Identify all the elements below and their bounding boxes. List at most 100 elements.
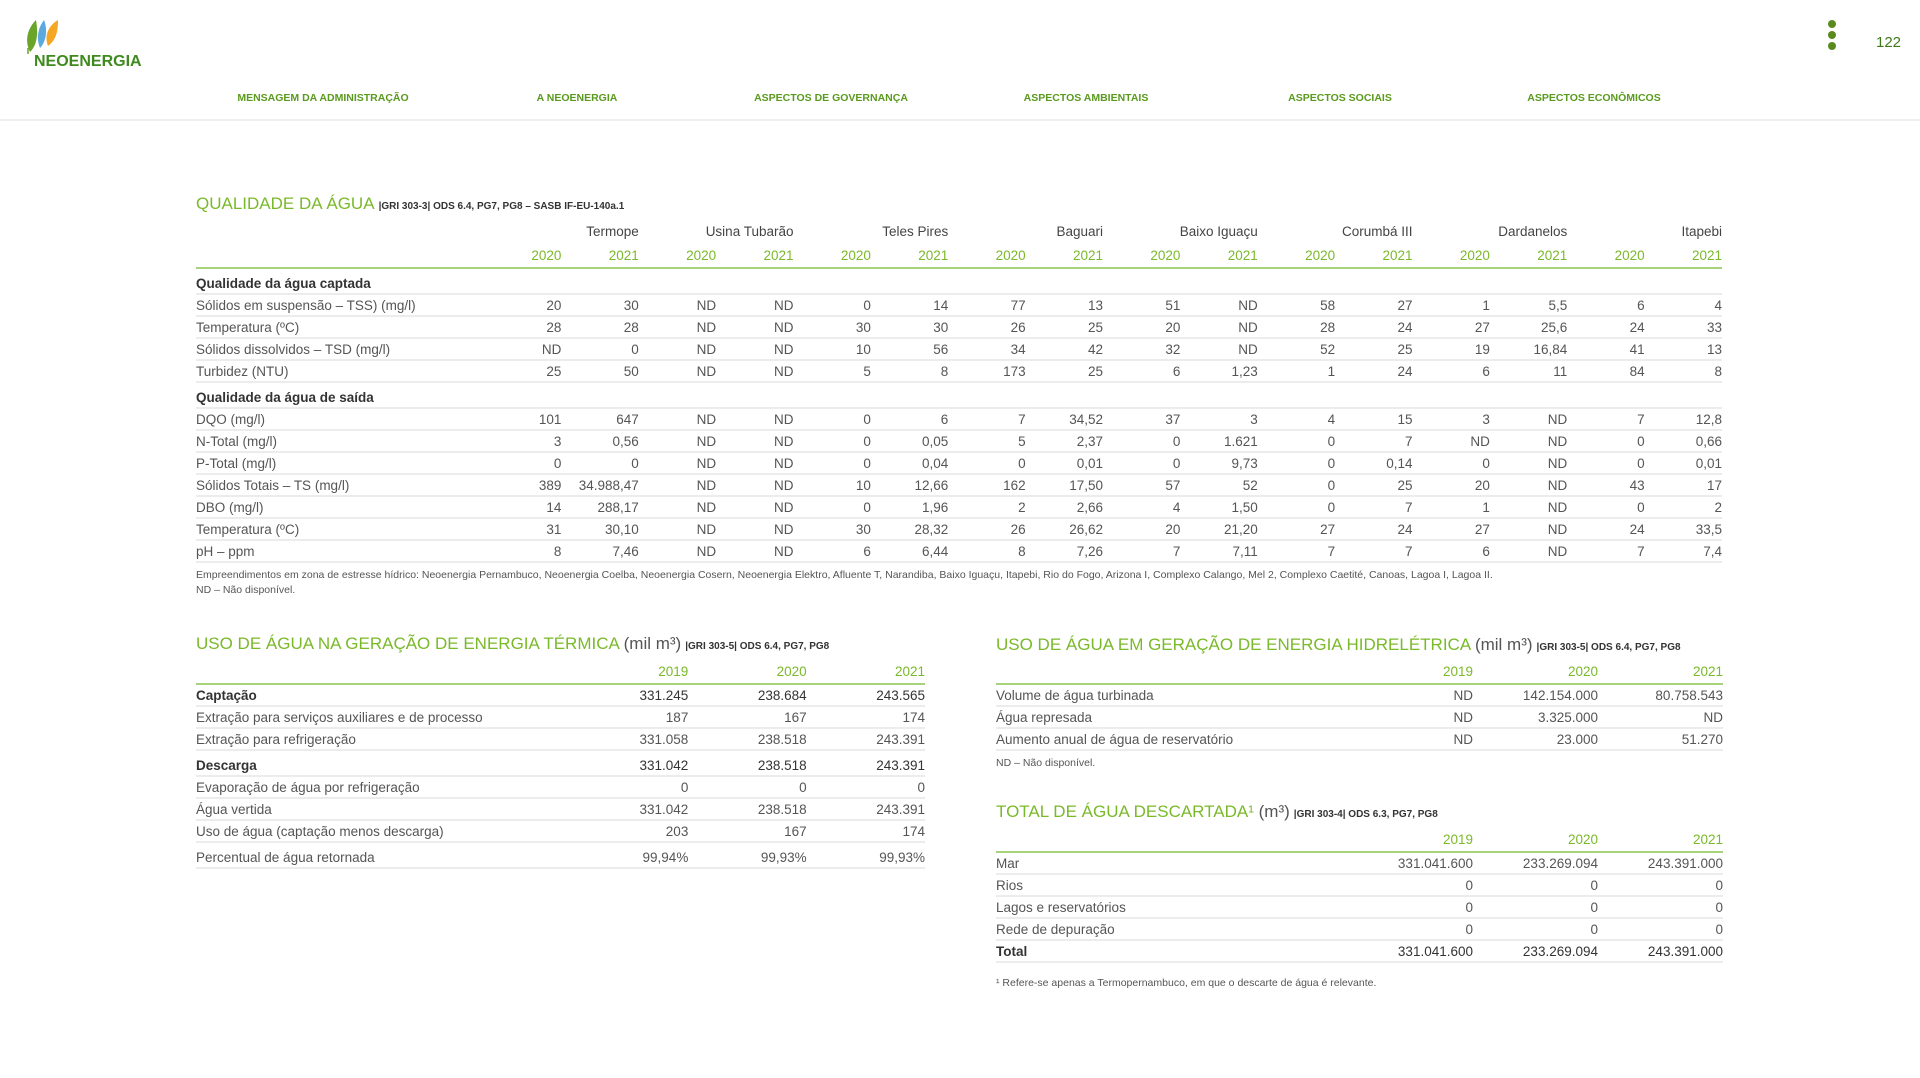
- row-value: 7: [1335, 430, 1413, 453]
- title-text: QUALIDADE DA ÁGUA: [196, 194, 375, 213]
- nav-governanca[interactable]: ASPECTOS DE GOVERNANÇA: [754, 92, 908, 104]
- row-value: 27: [1257, 518, 1336, 541]
- year-header: 2020: [484, 244, 562, 269]
- row-value: 0,01: [1025, 452, 1104, 475]
- row-value: ND: [638, 294, 717, 317]
- row-value: 25: [1025, 360, 1104, 383]
- title-text: TOTAL DE ÁGUA DESCARTADA¹: [996, 802, 1254, 821]
- year-header: 2021: [1335, 244, 1413, 269]
- row-value: 52: [1180, 474, 1258, 497]
- row-value: 243.391: [806, 728, 925, 751]
- row-value: 51: [1103, 294, 1181, 317]
- row-value: 7: [1567, 540, 1645, 563]
- table-row: Total 331.041.600 233.269.094 243.391.000: [996, 940, 1723, 963]
- nav-sociais[interactable]: ASPECTOS SOCIAIS: [1288, 92, 1392, 104]
- header-blank: [196, 244, 484, 269]
- title-refs: |GRI 303-5| ODS 6.4, PG7, PG8: [1536, 642, 1681, 653]
- row-value: 0: [1598, 918, 1723, 941]
- row-value: 6: [870, 408, 949, 431]
- row-value: 0: [1473, 918, 1598, 941]
- top-header: NEOENERGIA MENSAGEM DA ADMINISTRAÇÃO A N…: [0, 0, 1920, 121]
- row-value: 5,5: [1489, 294, 1568, 317]
- row-value: 0,14: [1335, 452, 1413, 475]
- row-value: 233.269.094: [1473, 852, 1598, 875]
- row-value: 20: [484, 294, 562, 317]
- title-unit: (mil m³): [1474, 635, 1533, 654]
- row-value: 34: [948, 338, 1026, 361]
- row-value: 0: [1598, 874, 1723, 897]
- row-value: 243.391: [806, 798, 925, 821]
- row-value: ND: [1180, 294, 1258, 317]
- row-value: ND: [638, 518, 717, 541]
- row-label: DQO (mg/l): [196, 408, 484, 431]
- row-value: 8: [870, 360, 949, 383]
- row-value: 1: [1412, 496, 1490, 519]
- row-value: 0: [1257, 496, 1336, 519]
- discharged-title: TOTAL DE ÁGUA DESCARTADA¹ (m³) |GRI 303-4…: [996, 802, 1438, 822]
- year-header-row: 2019 2020 2021: [996, 660, 1723, 685]
- nav-ambientais[interactable]: ASPECTOS AMBIENTAIS: [1023, 92, 1149, 104]
- row-value: 0: [1348, 896, 1473, 919]
- row-value: 0: [1348, 918, 1473, 941]
- plant-name: Dardanelos: [1498, 223, 1568, 239]
- nav-mensagem[interactable]: MENSAGEM DA ADMINISTRAÇÃO: [237, 92, 409, 104]
- row-value: ND: [1489, 408, 1568, 431]
- row-value: 331.245: [570, 684, 689, 707]
- table-row: P-Total (mg/l) 0 0 ND ND 0 0,04 0 0,01 0 9,73 0 0,14…: [196, 452, 1723, 475]
- row-value: ND: [638, 316, 717, 339]
- row-value: 8: [484, 540, 562, 563]
- row-value: ND: [638, 496, 717, 519]
- note-stress: Empreendimentos em zona de estresse hídr…: [196, 569, 1493, 581]
- row-value: 331.042: [570, 798, 689, 821]
- row-value: 23.000: [1473, 728, 1598, 751]
- row-value: 0: [484, 452, 562, 475]
- year-header-row: 2019 2020 2021: [996, 828, 1723, 853]
- plant-name: Itapebi: [1681, 223, 1723, 239]
- row-value: ND: [1598, 706, 1723, 729]
- nav-a-neoenergia[interactable]: A NEOENERGIA: [536, 92, 618, 104]
- row-value: 7: [1335, 540, 1413, 563]
- more-menu-icon[interactable]: [1826, 20, 1838, 56]
- row-value: 37: [1103, 408, 1181, 431]
- row-value: 26,62: [1025, 518, 1104, 541]
- row-value: 8: [1644, 360, 1723, 383]
- table-row: Temperatura (ºC) 31 30,10 ND ND 30 28,32 26 26,6…: [196, 518, 1723, 541]
- year-header: 2021: [806, 660, 925, 685]
- row-value: 238.518: [688, 798, 807, 821]
- table-row: Captação 331.245 238.684 243.565: [196, 684, 925, 707]
- title-refs: |GRI 303-3| ODS 6.4, PG7, PG8 – SASB IF-…: [378, 201, 625, 212]
- row-value: 21,20: [1180, 518, 1258, 541]
- row-value: 0: [1103, 430, 1181, 453]
- row-label: Rede de depuração: [996, 918, 1348, 941]
- row-value: 2,37: [1025, 430, 1104, 453]
- year-header: 2021: [716, 244, 794, 269]
- row-label: Temperatura (ºC): [196, 518, 484, 541]
- year-header: 2020: [688, 660, 807, 685]
- row-value: ND: [716, 496, 794, 519]
- table-row: DQO (mg/l) 101 647 ND ND 0 6 7 34,52 37 3 4 15 3 ND 7 12…: [196, 408, 1723, 431]
- row-value: 7: [1257, 540, 1336, 563]
- row-value: 0: [1567, 496, 1645, 519]
- table-row: Uso de água (captação menos descarga) 203…: [196, 820, 925, 843]
- row-value: 4: [1257, 408, 1336, 431]
- row-value: 43: [1567, 474, 1645, 497]
- row-value: 7,26: [1025, 540, 1104, 563]
- row-value: 30: [793, 518, 871, 541]
- row-value: ND: [638, 474, 717, 497]
- row-value: 24: [1567, 316, 1645, 339]
- table-row: Água represada ND 3.325.000 ND: [996, 706, 1723, 729]
- row-value: 167: [688, 820, 807, 843]
- row-label: Captação: [196, 684, 570, 707]
- row-value: 238.518: [688, 728, 807, 751]
- row-value: 0,66: [1644, 430, 1723, 453]
- row-value: 0: [1473, 874, 1598, 897]
- row-value: 10: [793, 474, 871, 497]
- row-value: 28: [1257, 316, 1336, 339]
- row-value: 25,6: [1489, 316, 1568, 339]
- nav-economicos[interactable]: ASPECTOS ECONÔMICOS: [1527, 92, 1661, 104]
- row-label: Mar: [996, 852, 1348, 875]
- row-value: 33: [1644, 316, 1723, 339]
- row-value: 0: [1412, 452, 1490, 475]
- row-value: 57: [1103, 474, 1181, 497]
- neoenergia-logo[interactable]: NEOENERGIA: [24, 18, 154, 74]
